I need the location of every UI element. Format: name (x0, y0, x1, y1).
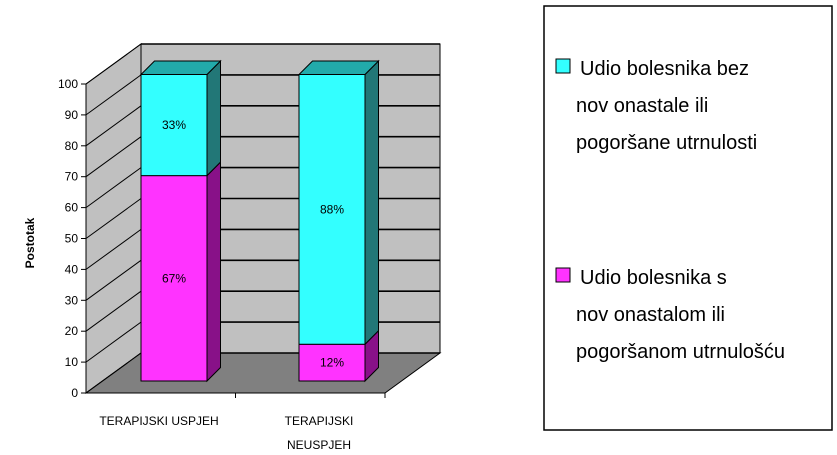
bar-top-face (297, 60, 380, 75)
gridline-side (85, 352, 142, 394)
y-tick-label: 30 (65, 293, 79, 307)
bar-no-numbness-side (364, 59, 379, 346)
data-label: 33% (162, 118, 186, 132)
legend-entry-text: Udio bolesnika bez (580, 58, 749, 80)
data-label: 67% (162, 271, 186, 285)
data-label: 88% (320, 202, 344, 216)
gridline-side (85, 136, 142, 178)
gridline-side (85, 105, 142, 147)
legend-swatch (555, 267, 571, 283)
legend-box (543, 5, 833, 431)
legend-entry-text: pogoršanom utrnulošću (576, 341, 785, 363)
legend-entry-text: pogoršane utrnulosti (576, 132, 757, 154)
chart-floor (84, 352, 442, 394)
x-category-label: TERAPIJSKI (285, 414, 354, 428)
gridline-side (85, 321, 142, 363)
bar-top-face (139, 60, 222, 75)
x-category-label: TERAPIJSKI USPJEH (99, 414, 218, 428)
y-tick-label: 80 (65, 139, 79, 153)
legend-entry-text: Udio bolesnika s (580, 267, 727, 289)
y-tick-label: 20 (65, 324, 79, 338)
gridline-side (85, 228, 142, 270)
y-tick-label: 70 (65, 170, 79, 184)
y-tick-label: 0 (71, 386, 78, 400)
gridline-side (85, 259, 142, 301)
y-tick-label: 60 (65, 201, 79, 215)
y-tick-label: 100 (58, 77, 78, 91)
gridline-side (85, 198, 142, 239)
gridline-side (85, 43, 142, 85)
y-tick-label: 90 (65, 108, 79, 122)
gridline-side (85, 290, 142, 332)
y-tick-label: 50 (65, 232, 79, 246)
gridline-side (85, 167, 142, 209)
y-axis-label: Postotak (23, 217, 37, 268)
y-tick-label: 40 (65, 262, 79, 276)
legend-entry-text: nov onastalom ili (576, 304, 725, 326)
legend-swatch (555, 58, 571, 74)
gridline-side (85, 74, 142, 116)
legend-entry-text: nov onastale ili (576, 95, 708, 117)
x-category-label: NEUSPJEH (287, 438, 351, 452)
bar-no-numbness-side (206, 59, 221, 177)
data-label: 12% (320, 356, 344, 370)
y-tick-label: 10 (65, 355, 79, 369)
bar-numbness-side (206, 160, 221, 383)
